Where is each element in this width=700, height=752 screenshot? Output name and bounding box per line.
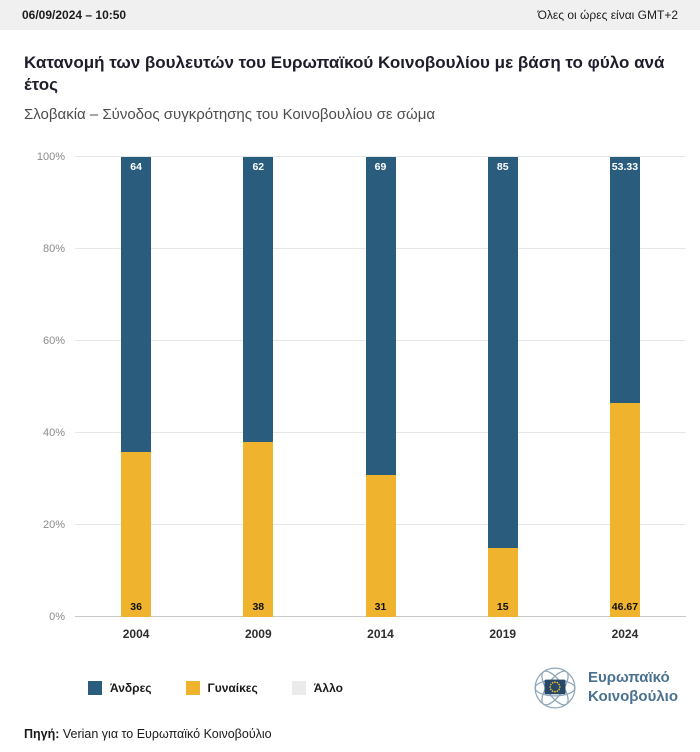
y-axis-tick-40: 40% — [42, 427, 65, 440]
segment-value-label: 62 — [252, 161, 265, 174]
segment-value-label: 53.33 — [611, 161, 639, 174]
segment-value-label: 46.67 — [611, 601, 639, 614]
bars-container: 64 36 62 38 69 31 85 15 53.33 46.67 — [75, 157, 686, 618]
segment-Γυναίκες-2024: 46.67 — [609, 402, 640, 618]
stacked-bar-2009: 62 38 — [243, 157, 274, 618]
x-axis-label-2004: 2004 — [122, 627, 150, 642]
segment-Άνδρες-2019: 85 — [487, 157, 518, 549]
y-axis-tick-100: 100% — [36, 151, 65, 164]
bar-column-2009: 62 38 — [197, 157, 319, 618]
source-text: Verian για το Ευρωπαϊκό Κοινοβούλιο — [59, 727, 272, 742]
eu-flag-icon — [544, 679, 566, 695]
timezone-note: Όλες οι ώρες είναι GMT+2 — [537, 8, 678, 22]
bar-column-2004: 64 36 — [75, 157, 197, 618]
segment-Άνδρες-2024: 53.33 — [609, 157, 640, 403]
x-axis-label-2019: 2019 — [489, 627, 517, 642]
segment-value-label: 38 — [252, 601, 265, 614]
bar-column-2014: 69 31 — [319, 157, 441, 618]
segment-Γυναίκες-2004: 36 — [121, 451, 152, 618]
logo-text: Ευρωπαϊκό Κοινοβούλιο — [588, 669, 678, 707]
segment-Άνδρες-2014: 69 — [365, 157, 396, 475]
segment-Γυναίκες-2009: 38 — [243, 442, 274, 618]
y-axis-tick-0: 0% — [49, 611, 65, 624]
x-axis-label-2009: 2009 — [244, 627, 272, 642]
segment-value-label: 31 — [374, 601, 387, 614]
stacked-bar-2014: 69 31 — [365, 157, 396, 618]
segment-Γυναίκες-2019: 15 — [487, 548, 518, 618]
ep-hemicycle-icon — [534, 667, 576, 709]
y-axis-tick-20: 20% — [42, 519, 65, 532]
segment-value-label: 64 — [130, 161, 142, 174]
stacked-bar-2004: 64 36 — [121, 157, 152, 618]
legend-item-Άλλο: Άλλο — [291, 681, 343, 696]
stacked-bar-chart: 64 36 62 38 69 31 85 15 53.33 46.67 0% 20% 40% 60% 80… — [0, 151, 700, 649]
logo-text-line1: Ευρωπαϊκό — [587, 669, 670, 687]
segment-Άνδρες-2004: 64 — [121, 157, 152, 452]
legend-label: Άλλο — [313, 681, 343, 696]
legend-swatch — [291, 681, 306, 696]
legend-and-logo-row: Άνδρες Γυναίκες Άλλο — [24, 665, 678, 711]
gridline-100 — [75, 156, 686, 158]
source-label: Πηγή: — [24, 727, 60, 742]
legend-item-Γυναίκες: Γυναίκες — [185, 681, 258, 696]
x-axis-label-2014: 2014 — [367, 627, 394, 642]
legend-label: Γυναίκες — [207, 681, 258, 696]
source-note: Πηγή: Verian για το Ευρωπαϊκό Κοινοβούλι… — [24, 727, 676, 741]
bar-column-2024: 53.33 46.67 — [564, 157, 686, 618]
legend-label: Άνδρες — [110, 681, 152, 696]
segment-value-label: 69 — [374, 161, 387, 174]
top-bar: 06/09/2024 – 10:50 Όλες οι ώρες είναι GM… — [0, 0, 700, 30]
y-axis-tick-60: 60% — [42, 335, 65, 348]
legend-swatch — [185, 681, 200, 696]
chart-title: Κατανομή των βουλευτών του Ευρωπαϊκού Κο… — [24, 53, 665, 95]
segment-value-label: 85 — [496, 161, 509, 174]
bar-column-2019: 85 15 — [442, 157, 564, 618]
chart-subtitle: Σλοβακία – Σύνοδος συγκρότησης του Κοινο… — [24, 106, 436, 124]
datetime-label: 06/09/2024 – 10:50 — [22, 8, 127, 22]
legend-item-Άνδρες: Άνδρες — [88, 681, 152, 696]
segment-Γυναίκες-2014: 31 — [365, 474, 396, 618]
segment-value-label: 36 — [130, 601, 142, 614]
x-axis-label-2024: 2024 — [611, 627, 639, 642]
segment-value-label: 15 — [496, 601, 509, 614]
stacked-bar-2024: 53.33 46.67 — [609, 157, 640, 618]
logo-text-line2: Κοινοβούλιο — [587, 688, 678, 706]
legend: Άνδρες Γυναίκες Άλλο — [88, 681, 343, 696]
stacked-bar-2019: 85 15 — [487, 157, 518, 618]
x-axis-labels: 2004 2009 2014 2019 2024 — [75, 617, 686, 649]
legend-swatch — [88, 681, 102, 696]
segment-Άνδρες-2009: 62 — [243, 157, 274, 443]
y-axis-tick-80: 80% — [42, 243, 65, 256]
european-parliament-logo: Ευρωπαϊκό Κοινοβούλιο — [532, 665, 678, 711]
plot-area: 64 36 62 38 69 31 85 15 53.33 46.67 0% 20% 40% 60% 80… — [37, 151, 686, 623]
